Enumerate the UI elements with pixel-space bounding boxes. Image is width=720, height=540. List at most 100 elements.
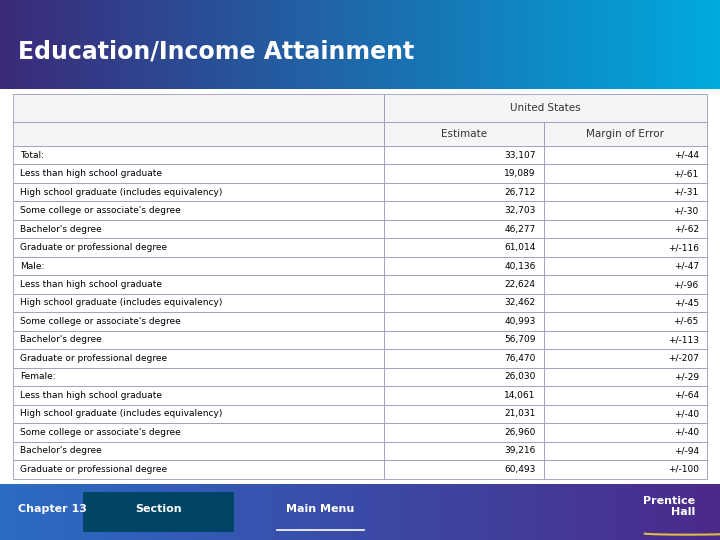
Text: Education/Income Attainment: Education/Income Attainment (18, 39, 414, 64)
Bar (384, 164, 544, 183)
Text: Some college or associate's degree: Some college or associate's degree (20, 206, 181, 215)
Bar (13, 368, 384, 386)
Bar (544, 423, 707, 442)
Text: Chapter 13: Chapter 13 (18, 504, 87, 514)
Text: Prentice
Hall: Prentice Hall (643, 496, 695, 517)
Text: Total:: Total: (20, 151, 44, 160)
Text: +/-65: +/-65 (673, 317, 698, 326)
Bar (13, 94, 384, 122)
Text: Graduate or professional degree: Graduate or professional degree (20, 465, 167, 474)
Bar (13, 201, 384, 220)
Bar (544, 201, 707, 220)
Text: +/-45: +/-45 (674, 299, 698, 307)
Text: Male:: Male: (20, 261, 44, 271)
Text: Graduate or professional degree: Graduate or professional degree (20, 354, 167, 363)
Text: Bachelor's degree: Bachelor's degree (20, 447, 102, 455)
Bar (13, 238, 384, 257)
Text: 39,216: 39,216 (504, 447, 536, 455)
Text: +/-113: +/-113 (667, 335, 698, 345)
Bar (13, 122, 384, 146)
Bar (13, 294, 384, 312)
Bar (544, 164, 707, 183)
Bar (13, 349, 384, 368)
Text: High school graduate (includes equivalency): High school graduate (includes equivalen… (20, 409, 222, 418)
Bar (13, 386, 384, 404)
Text: 14,061: 14,061 (504, 391, 536, 400)
Text: +/-29: +/-29 (674, 373, 698, 381)
Text: +/-116: +/-116 (667, 243, 698, 252)
Text: 26,712: 26,712 (504, 187, 536, 197)
Bar (13, 183, 384, 201)
Text: 40,136: 40,136 (504, 261, 536, 271)
Bar (384, 368, 544, 386)
Text: Bachelor's degree: Bachelor's degree (20, 225, 102, 234)
Text: +/-96: +/-96 (673, 280, 698, 289)
Bar (544, 330, 707, 349)
Text: +/-62: +/-62 (674, 225, 698, 234)
Text: 60,493: 60,493 (504, 465, 536, 474)
Bar (13, 275, 384, 294)
Bar (544, 220, 707, 238)
Text: Some college or associate's degree: Some college or associate's degree (20, 428, 181, 437)
Text: 56,709: 56,709 (504, 335, 536, 345)
Bar (13, 312, 384, 330)
Bar (384, 94, 707, 122)
Text: +/-61: +/-61 (673, 169, 698, 178)
Text: 32,462: 32,462 (505, 299, 536, 307)
Bar (13, 423, 384, 442)
Bar (384, 442, 544, 460)
Bar (13, 330, 384, 349)
Text: High school graduate (includes equivalency): High school graduate (includes equivalen… (20, 299, 222, 307)
Bar (544, 275, 707, 294)
Text: 61,014: 61,014 (504, 243, 536, 252)
Text: +/-64: +/-64 (674, 391, 698, 400)
Bar (384, 257, 544, 275)
Bar (384, 294, 544, 312)
Bar (384, 122, 544, 146)
Bar (384, 404, 544, 423)
Bar (13, 460, 384, 478)
Bar (544, 386, 707, 404)
Bar (544, 238, 707, 257)
Text: United States: United States (510, 103, 581, 113)
Bar (544, 294, 707, 312)
Bar (384, 386, 544, 404)
Bar (384, 423, 544, 442)
Bar (544, 312, 707, 330)
Bar (544, 404, 707, 423)
Bar (544, 122, 707, 146)
Text: High school graduate (includes equivalency): High school graduate (includes equivalen… (20, 187, 222, 197)
Text: 21,031: 21,031 (504, 409, 536, 418)
Bar (13, 257, 384, 275)
Bar (384, 275, 544, 294)
Bar (384, 238, 544, 257)
Text: 46,277: 46,277 (504, 225, 536, 234)
Bar (384, 349, 544, 368)
Bar (384, 330, 544, 349)
Bar (13, 404, 384, 423)
Text: Margin of Error: Margin of Error (587, 129, 665, 139)
Bar (13, 442, 384, 460)
Bar (384, 312, 544, 330)
Text: 26,030: 26,030 (504, 373, 536, 381)
Text: +/-44: +/-44 (674, 151, 698, 160)
Text: +/-100: +/-100 (667, 465, 698, 474)
Text: 32,703: 32,703 (504, 206, 536, 215)
Bar (83, 492, 234, 531)
Text: +/-94: +/-94 (674, 447, 698, 455)
Text: +/-207: +/-207 (668, 354, 698, 363)
Text: 76,470: 76,470 (504, 354, 536, 363)
Bar (384, 146, 544, 164)
Bar (13, 164, 384, 183)
Text: Less than high school graduate: Less than high school graduate (20, 280, 162, 289)
Text: 22,624: 22,624 (505, 280, 536, 289)
Bar (544, 349, 707, 368)
Bar (544, 460, 707, 478)
Text: 19,089: 19,089 (504, 169, 536, 178)
Text: Less than high school graduate: Less than high school graduate (20, 391, 162, 400)
Text: Section: Section (135, 504, 181, 514)
Text: +/-30: +/-30 (673, 206, 698, 215)
Text: 26,960: 26,960 (504, 428, 536, 437)
Bar (384, 183, 544, 201)
Bar (544, 183, 707, 201)
